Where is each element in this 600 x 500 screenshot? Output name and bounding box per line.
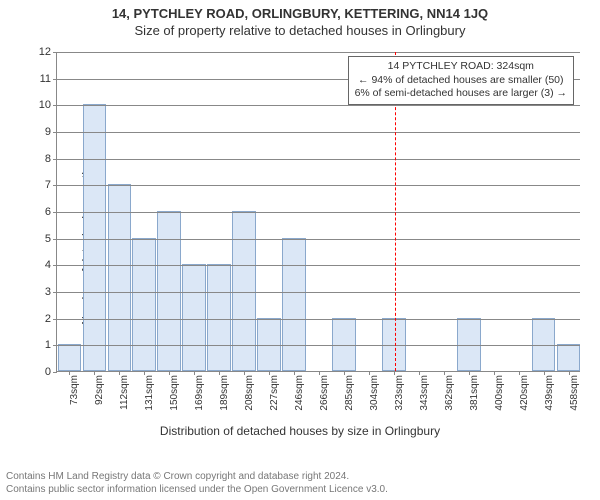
x-tick-label: 227sqm bbox=[269, 375, 280, 411]
annotation-line: 14 PYTCHLEY ROAD: 324sqm bbox=[355, 60, 567, 74]
grid-line bbox=[57, 52, 580, 53]
x-tick-label: 381sqm bbox=[469, 375, 480, 411]
y-tick-mark bbox=[53, 265, 57, 266]
annotation-line: 6% of semi-detached houses are larger (3… bbox=[355, 87, 567, 101]
x-tick-label: 92sqm bbox=[94, 375, 105, 405]
y-tick-mark bbox=[53, 79, 57, 80]
grid-line bbox=[57, 265, 580, 266]
footer-line-1: Contains HM Land Registry data © Crown c… bbox=[6, 471, 388, 484]
histogram-bar bbox=[157, 211, 181, 371]
x-tick-label: 343sqm bbox=[419, 375, 430, 411]
y-tick-label: 11 bbox=[40, 73, 51, 85]
x-tick-label: 304sqm bbox=[369, 375, 380, 411]
page-subtitle: Size of property relative to detached ho… bbox=[0, 21, 600, 38]
y-tick-mark bbox=[53, 159, 57, 160]
plot-area: 012345678910111273sqm92sqm112sqm131sqm15… bbox=[56, 52, 580, 372]
y-tick-mark bbox=[53, 185, 57, 186]
y-tick-label: 9 bbox=[45, 126, 51, 138]
x-tick-label: 112sqm bbox=[119, 375, 130, 410]
histogram-bar bbox=[457, 318, 481, 371]
footer-line-2: Contains public sector information licen… bbox=[6, 484, 388, 497]
y-tick-mark bbox=[53, 319, 57, 320]
grid-line bbox=[57, 159, 580, 160]
histogram-bar bbox=[257, 318, 281, 371]
y-tick-label: 5 bbox=[45, 233, 51, 245]
x-tick-label: 266sqm bbox=[319, 375, 330, 411]
x-tick-label: 169sqm bbox=[194, 375, 205, 411]
chart-container: Number of detached properties 0123456789… bbox=[0, 42, 600, 442]
grid-line bbox=[57, 212, 580, 213]
x-tick-label: 73sqm bbox=[69, 375, 80, 405]
y-tick-label: 10 bbox=[39, 99, 51, 111]
y-tick-mark bbox=[53, 345, 57, 346]
histogram-bar bbox=[557, 344, 581, 371]
y-tick-mark bbox=[53, 132, 57, 133]
y-tick-label: 2 bbox=[45, 313, 51, 325]
x-tick-label: 420sqm bbox=[519, 375, 530, 411]
y-tick-mark bbox=[53, 292, 57, 293]
y-tick-mark bbox=[53, 212, 57, 213]
x-tick-label: 208sqm bbox=[244, 375, 255, 411]
grid-line bbox=[57, 132, 580, 133]
histogram-bar bbox=[282, 238, 306, 371]
histogram-bar bbox=[532, 318, 556, 371]
x-axis-label: Distribution of detached houses by size … bbox=[0, 424, 600, 438]
y-tick-label: 4 bbox=[45, 259, 51, 271]
annotation-line: ← 94% of detached houses are smaller (50… bbox=[355, 74, 567, 88]
histogram-bar bbox=[132, 238, 156, 371]
histogram-bar bbox=[58, 344, 82, 371]
x-tick-label: 362sqm bbox=[444, 375, 455, 411]
attribution-footer: Contains HM Land Registry data © Crown c… bbox=[6, 471, 388, 496]
y-tick-label: 3 bbox=[45, 286, 51, 298]
grid-line bbox=[57, 105, 580, 106]
x-tick-label: 189sqm bbox=[219, 375, 230, 411]
y-tick-mark bbox=[53, 105, 57, 106]
y-tick-label: 8 bbox=[45, 153, 51, 165]
x-tick-label: 285sqm bbox=[344, 375, 355, 411]
x-tick-label: 150sqm bbox=[169, 375, 180, 411]
x-tick-label: 439sqm bbox=[544, 375, 555, 411]
y-tick-mark bbox=[53, 52, 57, 53]
y-tick-mark bbox=[53, 239, 57, 240]
x-tick-label: 323sqm bbox=[394, 375, 405, 411]
x-tick-label: 131sqm bbox=[144, 375, 155, 411]
annotation-box: 14 PYTCHLEY ROAD: 324sqm← 94% of detache… bbox=[348, 56, 574, 105]
y-tick-label: 0 bbox=[45, 366, 51, 378]
y-tick-label: 1 bbox=[45, 339, 51, 351]
x-tick-label: 400sqm bbox=[494, 375, 505, 411]
x-tick-label: 246sqm bbox=[294, 375, 305, 411]
page-title-address: 14, PYTCHLEY ROAD, ORLINGBURY, KETTERING… bbox=[0, 0, 600, 21]
y-tick-label: 7 bbox=[45, 179, 51, 191]
y-tick-label: 6 bbox=[45, 206, 51, 218]
histogram-bar bbox=[232, 211, 256, 371]
grid-line bbox=[57, 239, 580, 240]
grid-line bbox=[57, 185, 580, 186]
y-tick-label: 12 bbox=[39, 46, 51, 58]
histogram-bar bbox=[332, 318, 356, 371]
y-tick-mark bbox=[53, 372, 57, 373]
x-tick-label: 458sqm bbox=[569, 375, 580, 411]
grid-line bbox=[57, 319, 580, 320]
grid-line bbox=[57, 345, 580, 346]
grid-line bbox=[57, 292, 580, 293]
